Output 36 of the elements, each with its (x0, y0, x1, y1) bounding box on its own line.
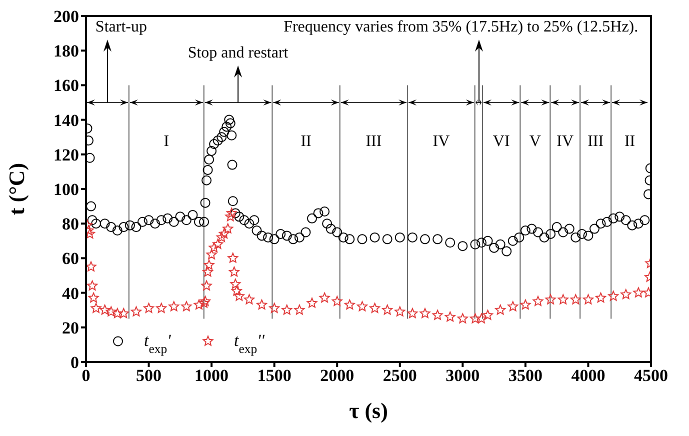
y-tick-label: 40 (62, 284, 79, 303)
x-tick-label: 500 (136, 366, 162, 386)
x-tick-label: 1500 (257, 366, 292, 386)
x-tick-label: 2500 (382, 366, 417, 386)
x-tick-label: 2000 (320, 366, 354, 386)
y-tick-label: 0 (70, 353, 79, 372)
y-axis-title: t (°C) (4, 162, 29, 216)
annotation: IV (432, 132, 450, 150)
x-tick-label: 4000 (571, 366, 606, 386)
annotation: II (624, 132, 636, 150)
x-tick-label: 4500 (634, 366, 668, 386)
annotation: Frequency varies from 35% (17.5Hz) to 25% (12.5Hz). (284, 18, 638, 36)
x-tick-label: 3500 (508, 366, 542, 386)
annotation: V (529, 132, 542, 150)
y-tick-label: 100 (54, 180, 79, 200)
annotation: VI (492, 132, 510, 150)
y-tick-label: 20 (62, 318, 79, 338)
annotation: IV (556, 132, 574, 150)
annotation: Stop and restart (188, 44, 289, 62)
y-tick-label: 60 (62, 249, 79, 268)
y-tick-label: 80 (62, 214, 79, 234)
y-tick-label: 160 (54, 76, 79, 96)
annotation: II (300, 132, 312, 150)
x-tick-label: 1000 (194, 366, 229, 386)
annotation: Start-up (95, 18, 147, 36)
legend-label: t$_{exp}$' (144, 331, 172, 356)
y-tick-label: 120 (54, 145, 79, 164)
y-tick-label: 180 (54, 42, 79, 61)
x-axis-title: τ (s) (349, 398, 388, 423)
x-tick-label: 3000 (446, 366, 480, 386)
annotation: III (588, 132, 604, 150)
y-tick-label: 200 (54, 7, 79, 26)
annotation: I (164, 132, 170, 150)
y-tick-label: 140 (54, 110, 79, 130)
legend-label: t$_{exp}$'' (234, 331, 265, 356)
annotation: III (366, 132, 382, 150)
